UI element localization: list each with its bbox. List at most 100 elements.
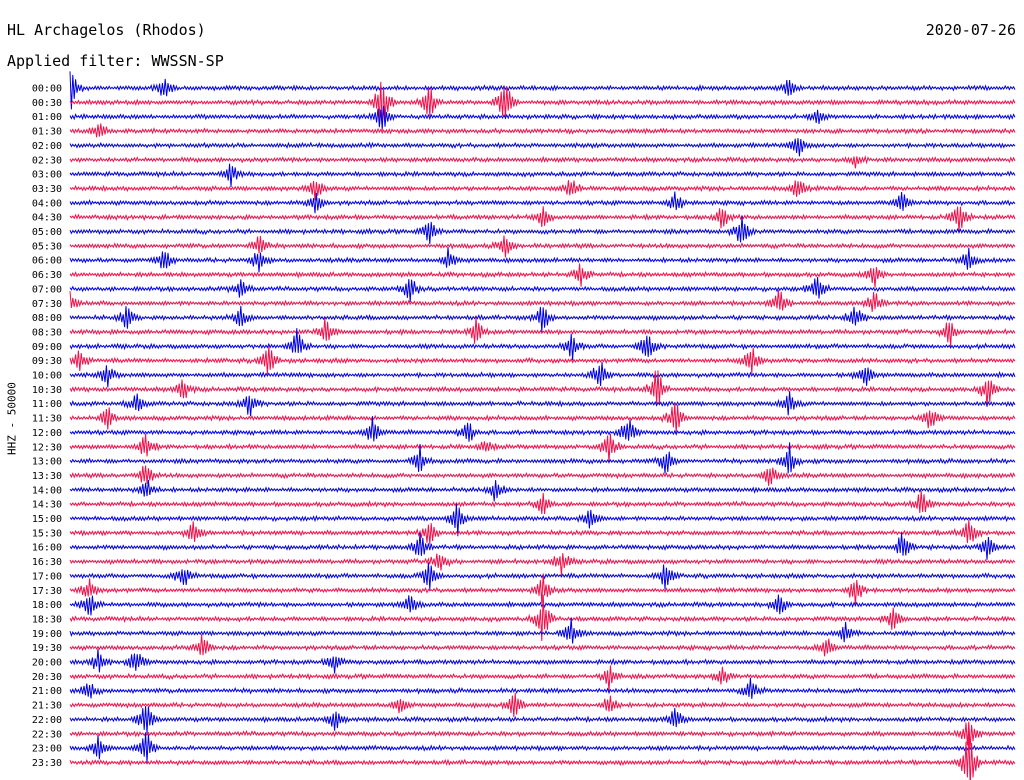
time-tick-label: 12:00 (32, 428, 62, 439)
time-tick-label: 04:30 (32, 213, 62, 224)
trace-line (69, 391, 1016, 417)
time-tick-label: 03:00 (32, 170, 62, 181)
trace-line (69, 721, 1016, 748)
trace-line (69, 305, 1016, 332)
time-tick-label: 21:00 (32, 686, 62, 697)
time-tick-label: 14:30 (32, 500, 62, 511)
time-tick-label: 07:30 (32, 299, 62, 310)
time-tick-label: 00:30 (32, 98, 62, 109)
trace-line (69, 532, 1016, 560)
time-tick-label: 02:30 (32, 155, 62, 166)
time-tick-label: 19:00 (32, 629, 62, 640)
time-tick-label: 23:00 (32, 744, 62, 755)
trace-line (69, 263, 1016, 288)
trace-line (69, 594, 1016, 642)
time-tick-label: 22:30 (32, 729, 62, 740)
time-tick-label: 11:30 (32, 414, 62, 425)
trace-line (69, 81, 1016, 131)
time-tick-label: 14:00 (32, 485, 62, 496)
trace-line (69, 316, 1016, 347)
time-tick-label: 05:00 (32, 227, 62, 238)
trace-line (69, 490, 1016, 515)
trace-line (69, 665, 1016, 692)
time-tick-label: 06:30 (32, 270, 62, 281)
trace-line (69, 503, 1016, 537)
time-tick-label: 15:00 (32, 514, 62, 525)
time-tick-label: 02:00 (32, 141, 62, 152)
time-tick-label: 01:00 (32, 112, 62, 123)
trace-line (69, 289, 1016, 312)
station-title: HL Archagelos (Rhodos) (7, 21, 206, 39)
trace-line (69, 677, 1016, 699)
trace-line (69, 648, 1016, 674)
time-tick-label: 08:30 (32, 327, 62, 338)
trace-line (69, 191, 1016, 214)
time-tick-label: 13:30 (32, 471, 62, 482)
trace-rows (69, 71, 1016, 780)
time-tick-label: 20:00 (32, 658, 62, 669)
time-tick-label: 19:30 (32, 643, 62, 654)
time-tick-label: 21:30 (32, 701, 62, 712)
trace-line (69, 105, 1016, 129)
time-tick-label: 09:00 (32, 342, 62, 353)
trace-line (69, 573, 1016, 607)
time-tick-label: 09:30 (32, 356, 62, 367)
trace-line (69, 370, 1016, 407)
trace-line (69, 206, 1016, 233)
trace-line (69, 553, 1016, 576)
time-tick-label: 03:30 (32, 184, 62, 195)
trace-line (69, 480, 1016, 502)
time-tick-label: 20:30 (32, 672, 62, 683)
trace-line (69, 138, 1016, 157)
trace-line (69, 163, 1016, 188)
trace-line (69, 155, 1016, 169)
trace-line (69, 276, 1016, 303)
trace-line (69, 519, 1016, 545)
time-tick-label: 11:00 (32, 399, 62, 410)
trace-line (69, 346, 1016, 375)
time-tick-labels: 00:00 00:30 01:00 01:30 02:00 02:30 03:00 03:30… (32, 84, 62, 769)
time-tick-label: 08:00 (32, 313, 62, 324)
trace-line (69, 562, 1016, 590)
time-tick-label: 15:30 (32, 528, 62, 539)
trace-line (69, 433, 1016, 464)
plot-date: 2020-07-26 (925, 21, 1016, 39)
time-tick-label: 07:00 (32, 284, 62, 295)
trace-line (69, 732, 1016, 763)
trace-line (69, 246, 1016, 273)
trace-line (69, 328, 1016, 361)
time-tick-label: 01:30 (32, 127, 62, 138)
time-tick-label: 04:00 (32, 198, 62, 209)
time-tick-label: 18:30 (32, 614, 62, 625)
time-tick-label: 18:00 (32, 600, 62, 611)
time-tick-label: 12:30 (32, 442, 62, 453)
trace-line (69, 235, 1016, 258)
time-tick-label: 10:00 (32, 371, 62, 382)
trace-line (69, 706, 1016, 734)
trace-line (69, 416, 1016, 442)
time-tick-label: 06:00 (32, 256, 62, 267)
trace-line (69, 123, 1016, 138)
time-tick-label: 05:30 (32, 241, 62, 252)
time-tick-label: 13:00 (32, 457, 62, 468)
trace-line (69, 634, 1016, 657)
time-tick-label: 10:30 (32, 385, 62, 396)
time-tick-label: 00:00 (32, 84, 62, 95)
trace-line (69, 442, 1016, 474)
trace-line (69, 71, 1016, 110)
trace-line (69, 692, 1016, 718)
time-tick-label: 16:30 (32, 557, 62, 568)
trace-line (69, 215, 1016, 245)
time-tick-label: 17:30 (32, 586, 62, 597)
filter-label: Applied filter: WWSSN-SP (7, 52, 224, 70)
trace-line (69, 617, 1016, 644)
trace-line (69, 402, 1016, 434)
time-tick-label: 23:30 (32, 758, 62, 769)
trace-line (69, 180, 1016, 201)
time-tick-label: 16:00 (32, 543, 62, 554)
trace-line (69, 730, 1016, 780)
time-tick-label: 17:00 (32, 571, 62, 582)
trace-line (69, 361, 1016, 388)
time-tick-label: 22:00 (32, 715, 62, 726)
